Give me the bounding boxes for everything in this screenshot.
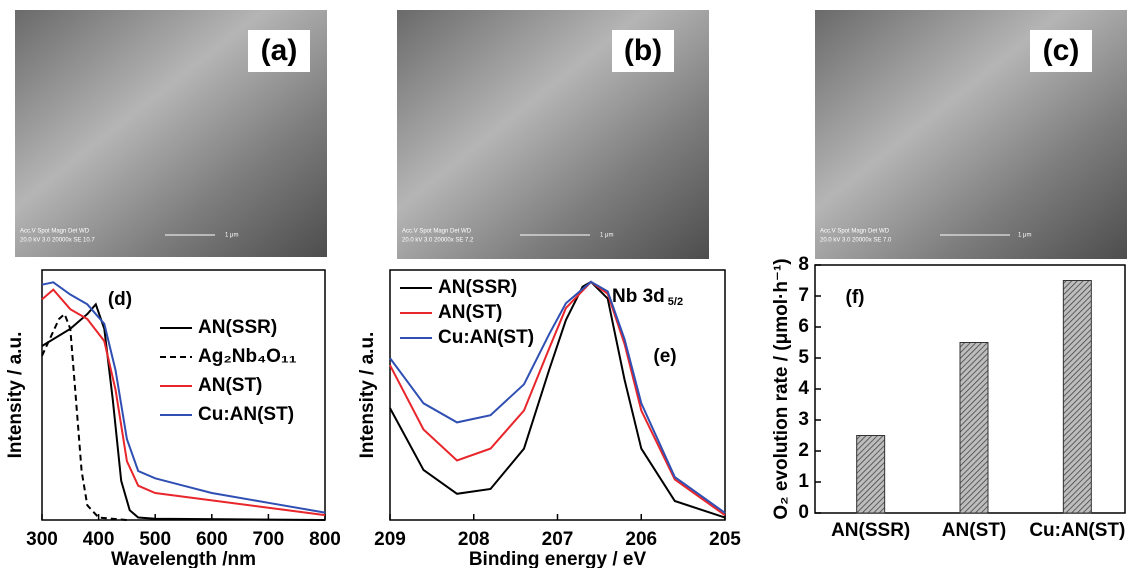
sem-image-b: (b) Acc.V Spot Magn Det WD 20.0 kV 3.0 2… [397,10,709,259]
bar [856,435,886,514]
label-box [612,30,674,72]
legend-label: AN(SSR) [438,277,517,298]
y-tick-label: 7 [798,285,809,306]
panel-label: (e) [653,346,676,367]
y-tick-label: 5 [798,347,809,368]
y-tick-label: 2 [798,440,809,461]
sem-info: 20.0 kV 3.0 20000x SE 7.0 [820,238,892,244]
sem-info: Acc.V Spot Magn Det WD [402,229,472,235]
label-box [1030,30,1092,72]
legend-label: Cu:AN(ST) [438,327,534,348]
x-axis-label: Wavelength /nm [111,549,256,568]
plot-frame [41,269,326,521]
x-tick-label: 207 [542,529,574,550]
panel-label: (a) [261,34,298,67]
panel-label: (c) [1043,34,1080,67]
legend-label: Ag₂Nb₄O₁₁ [198,346,297,367]
y-tick-label: 8 [798,254,809,275]
x-tick-label: 700 [253,529,285,550]
x-tick-label: 206 [625,529,657,550]
series-line [41,312,127,521]
series-line [41,302,326,521]
sem-info: 20.0 kV 3.0 20000x SE 7.2 [402,238,474,244]
x-tick-label: 209 [374,529,406,550]
panel-label: (f) [846,287,865,308]
scale-label: 1 μm [225,233,238,239]
series-line [41,288,326,517]
scale-label: 1 μm [600,233,613,239]
x-tick-label: AN(ST) [942,520,1006,541]
sem-info: Acc.V Spot Magn Det WD [20,229,90,235]
x-tick-label: 400 [83,529,115,550]
x-tick-label: 800 [309,529,341,550]
y-axis-label: O₂ evolution rate / (μmol·h⁻¹) [771,258,792,519]
series-line [389,280,726,519]
legend-label: AN(SSR) [198,317,277,338]
legend-label: AN(ST) [438,302,502,323]
x-tick-label: 500 [139,529,171,550]
sem-info: Acc.V Spot Magn Det WD [820,229,890,235]
x-tick-label: 208 [458,529,490,550]
annotation: Nb 3d 5/2 [612,286,683,308]
y-axis-label: Intensity / a.u. [357,332,378,459]
bar [959,342,989,514]
x-tick-label: 300 [26,529,58,550]
sem-image-c: (c) Acc.V Spot Magn Det WD 20.0 kV 3.0 2… [815,10,1127,259]
legend-label: Cu:AN(ST) [198,404,294,425]
series-line [389,280,726,514]
y-tick-label: 0 [798,502,809,523]
label-box [248,30,310,72]
y-tick-label: 1 [798,471,809,492]
legend-label: AN(ST) [198,375,262,396]
series-line [389,280,726,517]
sem-image-a: (a) Acc.V Spot Magn Det WD 20.0 kV 3.0 2… [15,10,327,257]
annotation-subscript: 5/2 [668,296,683,308]
y-axis-label: Intensity / a.u. [5,332,26,459]
bar [1062,280,1092,514]
sem-info: 20.0 kV 3.0 20000x SE 10.7 [20,238,95,244]
series-line [41,281,326,514]
y-tick-label: 3 [798,409,809,430]
x-axis-label: Binding energy / eV [469,549,647,568]
y-tick-label: 6 [798,316,809,337]
panel-label: (d) [108,289,132,310]
y-tick-label: 4 [798,378,809,399]
x-tick-label: Cu:AN(ST) [1029,520,1125,541]
annotation-text: Nb 3d [612,286,665,307]
panel-label: (b) [624,34,662,67]
x-tick-label: 600 [196,529,228,550]
scale-label: 1 μm [1018,233,1031,239]
x-tick-label: AN(SSR) [831,520,910,541]
x-tick-label: 205 [709,529,741,550]
